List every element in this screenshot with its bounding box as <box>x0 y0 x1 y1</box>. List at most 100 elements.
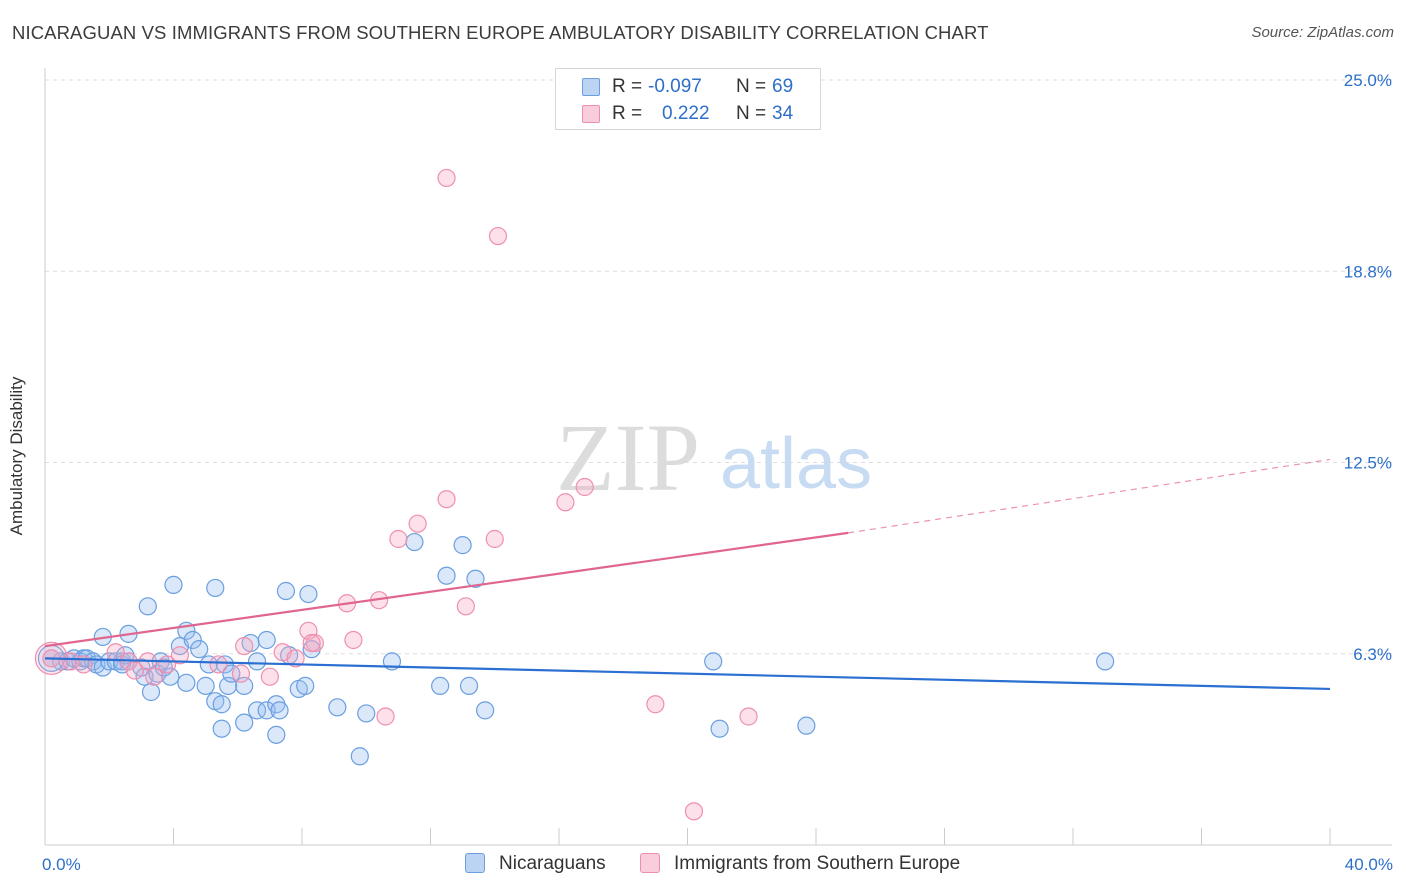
data-point <box>257 701 276 720</box>
legend-swatch-blue <box>582 78 600 96</box>
legend-swatch-pink <box>640 853 660 873</box>
data-point <box>209 655 228 674</box>
data-point <box>453 536 472 555</box>
data-point <box>376 707 395 726</box>
trend-line-extension-1 <box>848 458 1331 534</box>
data-point <box>575 477 594 497</box>
data-point <box>199 655 218 674</box>
data-point <box>222 664 241 683</box>
trend-line-0 <box>44 657 1331 691</box>
data-point <box>466 569 485 588</box>
data-point <box>296 676 315 695</box>
y-axis-label: Ambulatory Disability <box>7 376 26 536</box>
data-point <box>710 719 729 738</box>
axes <box>44 68 1392 846</box>
data-point <box>235 636 254 656</box>
y-tick-label: 25.0% <box>1344 71 1392 90</box>
data-point <box>206 578 225 598</box>
series-legend: Nicaraguans Immigrants from Southern Eur… <box>0 850 1406 880</box>
gridlines <box>45 79 1392 655</box>
data-point <box>389 529 408 549</box>
data-point <box>170 646 190 665</box>
legend-swatch-blue <box>465 853 485 873</box>
legend-row-nicaraguans: R = -0.097 N = 69 <box>556 73 820 101</box>
chart-source: Source: ZipAtlas.com <box>1251 24 1394 41</box>
data-point <box>437 566 456 585</box>
data-point <box>357 704 376 723</box>
data-point <box>247 652 267 671</box>
legend-r-label: R = <box>612 103 643 124</box>
data-point <box>212 695 231 714</box>
data-point <box>286 649 305 668</box>
data-point <box>212 719 231 738</box>
data-point <box>739 707 758 726</box>
data-point <box>485 529 504 549</box>
legend-swatch-pink <box>582 105 600 123</box>
data-point <box>260 667 279 686</box>
data-point <box>299 584 318 604</box>
data-point <box>145 667 164 686</box>
data-point <box>408 514 427 533</box>
legend-r-value: -0.097 <box>648 76 702 97</box>
data-point <box>704 652 723 671</box>
y-tick-label: 18.8% <box>1344 262 1392 281</box>
correlation-legend: R = -0.097 N = 69 R = 0.222 N = 34 <box>555 68 821 130</box>
data-point <box>431 676 450 695</box>
x-tick-label-min: 0.0% <box>42 855 81 874</box>
data-point <box>267 725 286 744</box>
legend-n-value: 69 <box>772 76 794 97</box>
legend-r-value: 0.222 <box>662 103 710 124</box>
data-point <box>177 673 196 692</box>
data-point <box>154 658 173 677</box>
data-point <box>344 630 363 650</box>
data-point <box>302 633 321 653</box>
data-point <box>437 490 456 509</box>
data-point <box>476 701 495 720</box>
watermark-zip: ZIP <box>556 404 700 511</box>
data-point <box>350 747 369 766</box>
legend-label-nicaraguans: Nicaraguans <box>499 853 606 874</box>
data-point <box>138 597 157 616</box>
data-point <box>235 713 254 732</box>
data-point <box>459 676 479 695</box>
legend-row-immigrants: R = 0.222 N = 34 <box>556 100 820 128</box>
data-point <box>164 575 183 595</box>
trend-lines <box>44 458 1331 691</box>
data-point <box>231 664 251 683</box>
legend-n-label: N = <box>736 103 767 124</box>
legend-label-immigrants: Immigrants from Southern Europe <box>674 853 961 874</box>
data-point <box>215 655 234 674</box>
data-point <box>196 676 215 695</box>
series-nicaraguans <box>37 532 1115 766</box>
data-point <box>270 701 289 720</box>
chart-title: NICARAGUAN VS IMMIGRANTS FROM SOUTHERN E… <box>12 22 989 43</box>
legend-n-label: N = <box>736 76 767 97</box>
data-point <box>141 682 161 702</box>
data-point <box>1096 652 1115 671</box>
watermark: ZIP atlas <box>556 404 872 511</box>
watermark-atlas: atlas <box>720 424 872 504</box>
y-tick-label: 6.3% <box>1353 645 1392 664</box>
data-point <box>405 532 424 552</box>
data-point <box>125 661 145 680</box>
data-point <box>646 695 665 714</box>
data-point <box>797 716 816 735</box>
data-point <box>556 493 575 512</box>
y-tick-label: 12.5% <box>1344 454 1392 473</box>
data-point <box>328 698 347 717</box>
data-point <box>190 640 209 659</box>
tick-labels: 25.0% 18.8% 12.5% 6.3% 0.0% 40.0% <box>42 71 1393 874</box>
data-point <box>247 701 267 720</box>
data-point <box>276 581 296 601</box>
data-point <box>183 630 202 650</box>
data-point <box>437 168 456 188</box>
legend-r-label: R = <box>612 76 643 97</box>
data-point <box>257 630 276 650</box>
trend-line-1 <box>44 531 849 648</box>
x-tick-label-max: 40.0% <box>1345 855 1393 874</box>
data-point <box>684 802 704 821</box>
data-point <box>456 597 475 616</box>
legend-n-value: 34 <box>772 103 794 124</box>
data-point <box>488 226 508 246</box>
